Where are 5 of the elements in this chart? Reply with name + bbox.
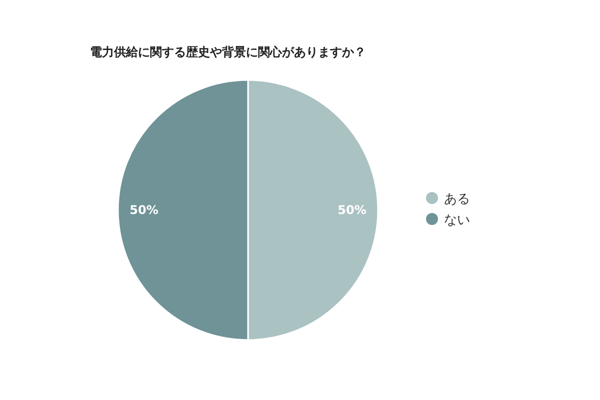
- legend-label: ない: [444, 213, 470, 228]
- data-label: 50%: [338, 203, 366, 217]
- data-label: 50%: [130, 203, 158, 217]
- legend-label: ある: [444, 192, 470, 207]
- chart-title: 電力供給に関する歴史や背景に関心がありますか？: [90, 45, 366, 59]
